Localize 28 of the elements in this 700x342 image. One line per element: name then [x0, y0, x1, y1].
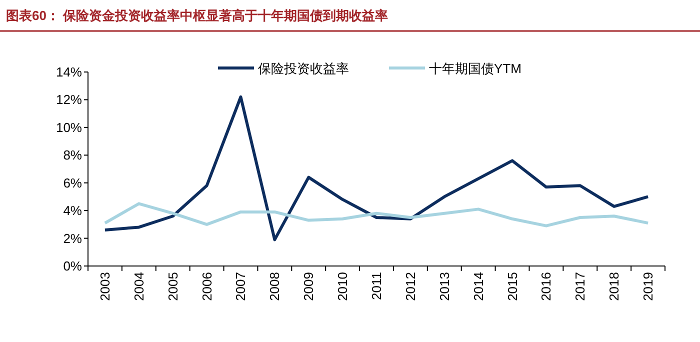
x-tick-label: 2016 — [538, 272, 554, 301]
x-tick-label: 2010 — [335, 272, 350, 301]
y-tick-label: 4% — [63, 203, 82, 218]
y-tick-label: 8% — [63, 148, 82, 163]
legend-label: 保险投资收益率 — [258, 61, 349, 76]
y-tick-label: 10% — [56, 120, 82, 135]
x-tick-label: 2006 — [199, 272, 214, 301]
x-tick-label: 2018 — [606, 272, 622, 301]
y-tick-label: 14% — [56, 64, 82, 80]
y-tick-label: 12% — [56, 92, 82, 108]
x-tick-label: 2008 — [267, 272, 282, 301]
x-tick-label: 2007 — [233, 272, 248, 301]
x-tick-label: 2005 — [165, 272, 180, 301]
x-tick-label: 2015 — [504, 272, 520, 301]
x-tick-label: 2014 — [470, 272, 486, 301]
title: 图表60： 保险资金投资收益率中枢显著高于十年期国债到期收益率 — [6, 8, 388, 23]
y-tick-label: 6% — [63, 175, 82, 190]
x-tick-label: 2004 — [131, 272, 146, 301]
x-tick-label: 2012 — [402, 272, 418, 301]
legend-label: 十年期国债YTM — [429, 61, 522, 76]
y-tick-label: 0% — [63, 258, 82, 274]
x-tick-label: 2003 — [97, 272, 112, 301]
x-tick-label: 2011 — [369, 272, 384, 300]
x-tick-label: 2009 — [301, 272, 316, 301]
y-tick-label: 2% — [63, 230, 82, 246]
x-tick-label: 2019 — [640, 272, 656, 301]
x-tick-label: 2013 — [436, 272, 452, 301]
x-tick-label: 2017 — [572, 272, 588, 301]
